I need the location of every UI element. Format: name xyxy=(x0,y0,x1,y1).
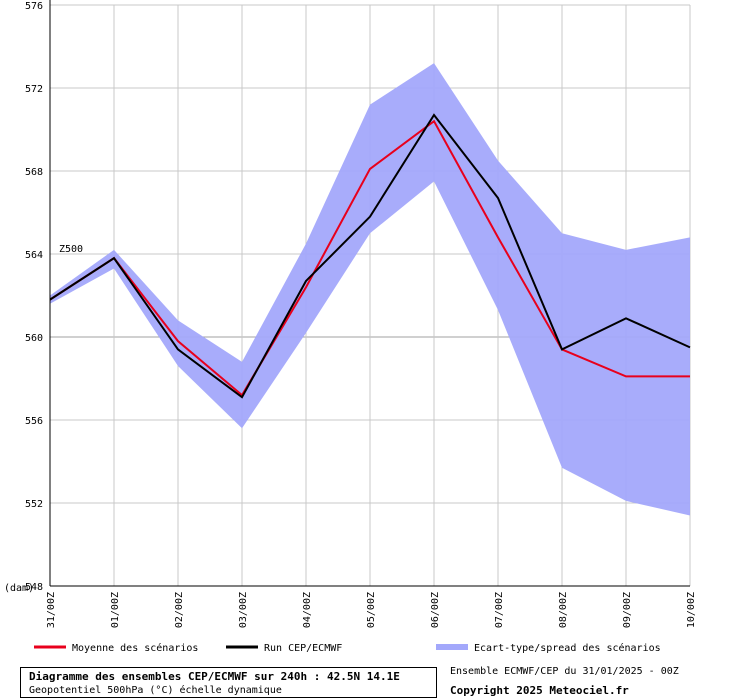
x-tick-label: 06/00Z xyxy=(430,592,441,628)
copyright: Copyright 2025 Meteociel.fr xyxy=(450,684,629,697)
legend-spread-swatch xyxy=(436,644,468,650)
series-lines xyxy=(49,113,691,399)
x-tick-label: 04/00Z xyxy=(302,592,313,628)
chart-subtitle: Geopotentiel 500hPa (°C) échelle dynamiq… xyxy=(29,685,282,696)
y-tick-label: 556 xyxy=(25,416,43,427)
x-tick-label: 09/00Z xyxy=(622,592,633,628)
y-tick-labels: 548 552 556 560 564 568 572 576 xyxy=(25,1,43,593)
x-tick-label: 01/00Z xyxy=(110,592,121,628)
legend-spread-label: Ecart-type/spread des scénarios xyxy=(474,642,661,654)
y-tick-label: 560 xyxy=(25,333,43,344)
spread-band xyxy=(50,63,690,516)
level-label: Z500 xyxy=(59,244,83,255)
y-tick-label: 564 xyxy=(25,250,43,261)
legend-mean-label: Moyenne des scénarios xyxy=(72,642,198,654)
x-tick-label: 02/00Z xyxy=(174,592,185,628)
legend-run-label: Run CEP/ECMWF xyxy=(264,643,342,654)
x-tick-label: 07/00Z xyxy=(494,592,505,628)
y-tick-label: 568 xyxy=(25,167,43,178)
chart-title: Diagramme des ensembles CEP/ECMWF sur 24… xyxy=(29,670,400,683)
y-tick-label: 548 xyxy=(25,582,43,593)
x-tick-label: 08/00Z xyxy=(558,592,569,628)
x-tick-label: 31/00Z xyxy=(46,592,57,628)
y-tick-label: 576 xyxy=(25,1,43,12)
x-tick-labels: 31/00Z 01/00Z 02/00Z 03/00Z 04/00Z 05/00Z 06/0… xyxy=(46,592,697,628)
series-run-line xyxy=(49,113,691,399)
axes xyxy=(49,0,690,587)
y-tick-label: 552 xyxy=(25,499,43,510)
ensemble-info: Ensemble ECMWF/CEP du 31/01/2025 - 00Z xyxy=(450,666,679,677)
y-tick-label: 572 xyxy=(25,84,43,95)
y-unit-label: (dam) xyxy=(4,583,34,594)
x-tick-label: 05/00Z xyxy=(366,592,377,628)
title-box: Diagramme des ensembles CEP/ECMWF sur 24… xyxy=(20,667,437,698)
x-tick-label: 03/00Z xyxy=(238,592,249,628)
series-mean-line xyxy=(49,119,690,397)
x-tick-label: 10/00Z xyxy=(686,592,697,628)
legend: Moyenne des scénarios Run CEP/ECMWF Ecar… xyxy=(34,642,661,654)
